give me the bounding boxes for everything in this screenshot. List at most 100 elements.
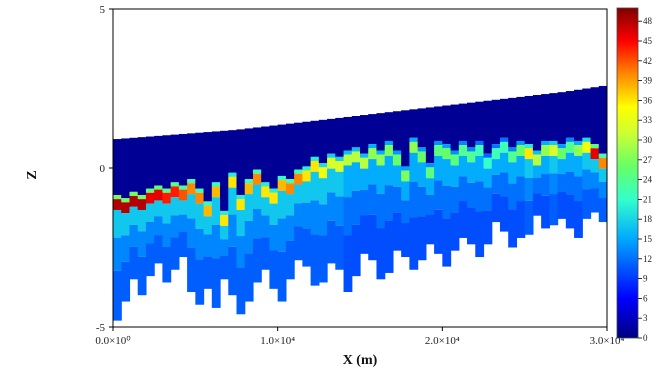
heatmap-cell xyxy=(532,165,542,179)
heatmap-cell xyxy=(178,231,188,258)
heatmap-cell xyxy=(351,190,361,225)
heatmap-cell xyxy=(425,194,435,215)
heatmap-cell xyxy=(392,212,402,251)
heatmap-cell xyxy=(549,93,559,141)
heatmap-cell xyxy=(508,147,518,152)
heatmap-cell xyxy=(409,217,419,270)
heatmap-cell xyxy=(244,128,254,180)
heatmap-cell xyxy=(458,155,468,177)
heatmap-cell xyxy=(450,150,460,155)
heatmap-cell xyxy=(187,194,196,219)
heatmap-cell xyxy=(532,178,542,194)
heatmap-cell xyxy=(409,152,419,182)
x-tick-label: 2.0×10⁴ xyxy=(425,335,460,347)
heatmap-cell xyxy=(154,200,163,217)
heatmap-cell xyxy=(565,91,575,138)
heatmap-cell xyxy=(425,107,435,164)
heatmap-cell xyxy=(541,195,550,229)
heatmap-cell xyxy=(425,214,435,245)
heatmap-cell xyxy=(113,270,122,321)
heatmap-cell xyxy=(475,211,485,258)
heatmap-cell xyxy=(384,220,394,273)
heatmap-cell xyxy=(277,175,287,181)
heatmap-cell xyxy=(211,197,221,225)
colorbar-tick-label: 21 xyxy=(643,194,652,204)
heatmap-cell xyxy=(425,178,435,195)
heatmap-cell xyxy=(467,147,476,152)
heatmap-cell xyxy=(450,212,460,251)
heatmap-cell xyxy=(475,101,485,141)
heatmap-cell xyxy=(565,171,575,195)
heatmap-cell xyxy=(557,92,567,145)
heatmap-cell xyxy=(458,201,468,238)
heatmap-column xyxy=(450,104,460,251)
heatmap-cell xyxy=(236,195,246,200)
heatmap-cell xyxy=(351,147,361,152)
heatmap-cell xyxy=(516,96,526,141)
heatmap-cell xyxy=(261,182,271,187)
colorbar-tick-label: 6 xyxy=(643,293,648,303)
heatmap-cell xyxy=(532,154,542,166)
heatmap-cell xyxy=(170,237,180,270)
heatmap-cell xyxy=(121,202,131,214)
heatmap-cell xyxy=(368,148,378,160)
heatmap-cell xyxy=(113,209,122,238)
colorbar-tick-label: 36 xyxy=(643,95,653,105)
heatmap-cell xyxy=(360,168,369,190)
heatmap-cell xyxy=(220,255,229,280)
heatmap-column xyxy=(458,103,468,238)
heatmap-cell xyxy=(467,162,476,183)
heatmap-cell xyxy=(409,109,419,138)
heatmap-column xyxy=(318,119,328,283)
heatmap-cell xyxy=(434,106,443,141)
heatmap-cell xyxy=(195,192,205,204)
x-tick-label: 0.0×10⁰ xyxy=(95,335,131,347)
x-axis-ticks: 0.0×10⁰ 1.0×10⁴ 2.0×10⁴ 3.0×10⁴ xyxy=(95,327,625,347)
heatmap-column xyxy=(302,121,312,267)
heatmap-cell xyxy=(499,152,509,173)
heatmap-cell xyxy=(541,155,550,175)
heatmap-cell xyxy=(574,89,583,141)
x-tick-label: 3.0×10⁴ xyxy=(590,335,625,347)
colorbar-tick-label: 39 xyxy=(643,76,653,86)
heatmap-cell xyxy=(360,189,369,216)
heatmap-cell xyxy=(524,159,534,179)
colorbar-tick-label: 18 xyxy=(643,214,653,224)
heatmap-cell xyxy=(327,220,336,264)
heatmap-cell xyxy=(582,152,592,170)
heatmap-cell xyxy=(310,171,320,201)
colorbar-tick-label: 3 xyxy=(643,313,648,323)
heatmap-column xyxy=(434,106,443,254)
y-tick-label: 0 xyxy=(100,163,106,175)
heatmap-cell xyxy=(318,204,328,236)
heatmap-cell xyxy=(409,137,419,142)
heatmap-cell xyxy=(277,180,287,191)
heatmap-cell xyxy=(252,173,262,185)
heatmap-cell xyxy=(483,100,493,154)
heatmap-cell xyxy=(145,243,155,277)
heatmap-cell xyxy=(532,150,542,155)
heatmap-cell xyxy=(294,203,303,227)
heatmap-cell xyxy=(598,157,607,169)
heatmap-cell xyxy=(574,201,583,238)
heatmap-cell xyxy=(178,133,188,186)
heatmap-column xyxy=(524,95,534,235)
heatmap-cell xyxy=(211,131,221,183)
heatmap-cell xyxy=(294,173,303,185)
heatmap-cell xyxy=(211,224,221,259)
heatmap-cell xyxy=(491,99,501,145)
heatmap-cell xyxy=(491,174,501,194)
heatmap-cell xyxy=(261,237,271,270)
heatmap-cell xyxy=(121,235,131,262)
heatmap-cell xyxy=(277,190,287,219)
heatmap-cell xyxy=(318,163,328,168)
heatmap-cell xyxy=(113,199,122,210)
heatmap-cell xyxy=(417,151,427,163)
heatmap-cell xyxy=(565,141,575,153)
heatmap-cell xyxy=(335,161,345,172)
heatmap-cell xyxy=(483,153,493,158)
heatmap-cell xyxy=(343,150,353,155)
heatmap-cell xyxy=(557,159,567,175)
